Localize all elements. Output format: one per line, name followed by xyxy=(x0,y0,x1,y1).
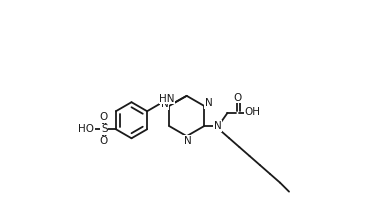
Text: OH: OH xyxy=(244,108,260,117)
Text: O: O xyxy=(233,93,242,103)
Text: HN: HN xyxy=(159,94,175,104)
Text: S: S xyxy=(101,124,108,134)
Text: O: O xyxy=(99,136,108,146)
Text: O: O xyxy=(99,112,108,122)
Text: N: N xyxy=(214,121,222,131)
Text: N: N xyxy=(161,99,168,109)
Text: N: N xyxy=(205,98,213,108)
Text: N: N xyxy=(184,136,192,146)
Text: HO: HO xyxy=(78,124,94,134)
